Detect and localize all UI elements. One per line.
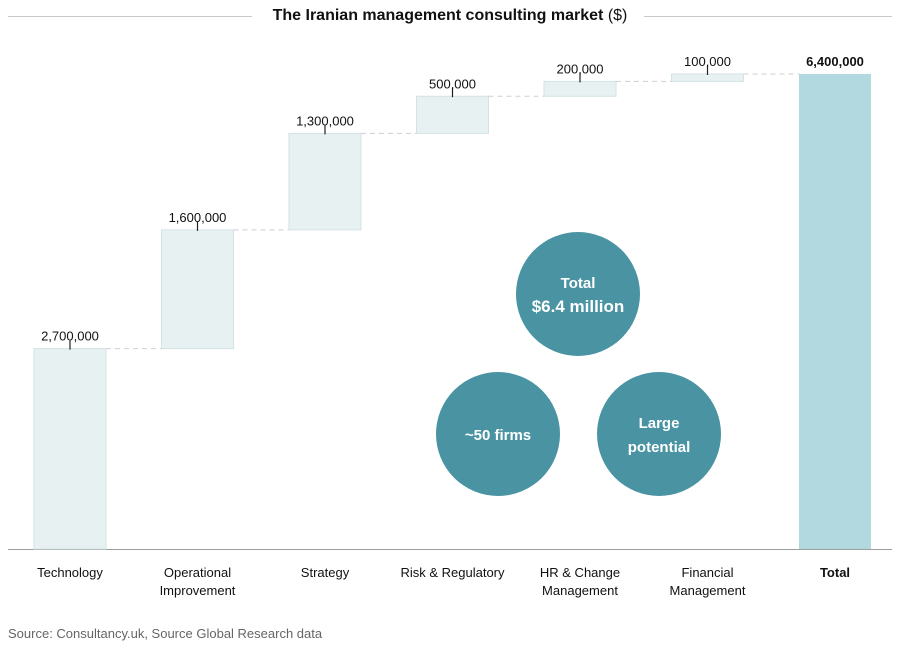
category-label: Risk & Regulatory (400, 565, 505, 580)
category-label: Financial (681, 565, 733, 580)
chart-title: The Iranian management consulting market… (0, 5, 900, 29)
category-label: Strategy (301, 565, 350, 580)
category-label: Operational (164, 565, 231, 580)
bar (671, 73, 744, 82)
bar (288, 132, 362, 231)
bubble-firms-text: ~50 firms (465, 427, 531, 444)
value-label: 1,300,000 (296, 113, 354, 128)
category-label: Technology (37, 565, 103, 580)
category-label: Management (542, 583, 618, 598)
value-label: 1,600,000 (169, 210, 227, 225)
title-rule-right (644, 16, 892, 17)
bar (161, 229, 234, 350)
bubble-potential-text: Large (639, 415, 680, 432)
bubble-total (516, 232, 640, 356)
category-label: Total (820, 565, 850, 580)
category-label: Improvement (160, 583, 236, 598)
bar (543, 80, 617, 97)
bubble-potential-text: potential (628, 439, 691, 456)
bar (416, 95, 489, 134)
value-label: 6,400,000 (806, 54, 864, 69)
value-label: 500,000 (429, 76, 476, 91)
value-label: 100,000 (684, 54, 731, 69)
source-note: Source: Consultancy.uk, Source Global Re… (8, 626, 323, 641)
category-label: Management (670, 583, 746, 598)
value-label: 2,700,000 (41, 329, 99, 344)
bubble-total-text: $6.4 million (532, 297, 625, 316)
bubble-potential (597, 372, 721, 496)
bar (33, 348, 107, 550)
title-rule-left (8, 16, 252, 17)
category-label: HR & Change (540, 565, 620, 580)
title-unit: ($) (607, 7, 628, 24)
title-text: The Iranian management consulting market (272, 7, 604, 24)
bar-total (799, 74, 871, 549)
bubble-firms (436, 372, 560, 496)
bubble-total-text: Total (561, 275, 596, 292)
value-label: 200,000 (557, 61, 604, 76)
